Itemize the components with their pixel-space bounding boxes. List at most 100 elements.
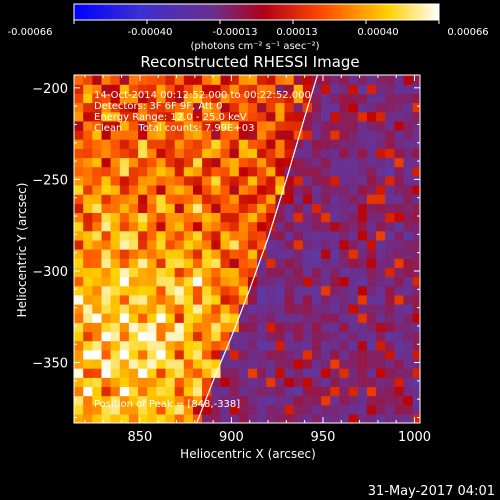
heatmap-cell	[74, 184, 84, 195]
heatmap-cell	[357, 139, 368, 149]
heatmap-cell	[366, 221, 377, 232]
heatmap-cell	[147, 148, 157, 159]
heatmap-cell	[293, 194, 304, 204]
heatmap-cell	[202, 230, 212, 241]
heatmap-cell	[119, 75, 130, 85]
heatmap-cell	[92, 368, 103, 378]
heatmap-cell	[366, 258, 377, 268]
heatmap-cell	[229, 175, 240, 186]
heatmap-cell	[339, 313, 350, 323]
heatmap-cell	[147, 212, 157, 223]
heatmap-cell	[138, 239, 148, 250]
heatmap-cell	[110, 368, 121, 378]
heatmap-cell	[403, 349, 414, 360]
heatmap-cell	[302, 203, 313, 213]
heatmap-cell	[385, 294, 395, 305]
heatmap-cell	[312, 230, 322, 241]
heatmap-cell	[147, 84, 157, 94]
heatmap-cell	[101, 313, 112, 323]
heatmap-cell	[156, 377, 167, 387]
heatmap-cell	[183, 102, 194, 113]
heatmap-cell	[366, 276, 377, 287]
heatmap-cell	[257, 395, 267, 406]
heatmap-cell	[202, 221, 212, 232]
heatmap-cell	[147, 395, 157, 406]
heatmap-cell	[412, 331, 420, 342]
heatmap-cell	[211, 340, 222, 351]
heatmap-cell	[275, 377, 286, 387]
heatmap-cell	[83, 368, 93, 378]
heatmap-cell	[266, 377, 276, 387]
annotation-energy-range: Energy Range: 12.0 - 25.0 keV	[94, 112, 247, 123]
heatmap-cell	[394, 340, 405, 351]
heatmap-cell	[339, 386, 350, 397]
heatmap-cell	[312, 340, 322, 351]
heatmap-cell	[403, 249, 414, 259]
heatmap-cell	[366, 404, 377, 415]
heatmap-cell	[202, 84, 212, 94]
heatmap-cell	[312, 139, 322, 149]
heatmap-cell	[183, 313, 194, 323]
heatmap-cell	[238, 294, 249, 305]
heatmap-cell	[293, 93, 304, 104]
heatmap-cell	[211, 413, 222, 423]
heatmap-cell	[266, 166, 276, 177]
heatmap-cell	[275, 276, 286, 287]
heatmap-cell	[174, 221, 185, 232]
heatmap-cell	[257, 230, 267, 241]
heatmap-cell	[165, 377, 176, 387]
heatmap-cell	[119, 212, 130, 223]
heatmap-cell	[312, 276, 322, 287]
heatmap-cell	[74, 102, 84, 113]
heatmap-cell	[376, 239, 386, 250]
heatmap-cell	[183, 303, 194, 314]
heatmap-cell	[147, 239, 157, 250]
heatmap-cell	[366, 157, 377, 168]
heatmap-cell	[403, 313, 414, 323]
heatmap-cell	[247, 368, 258, 378]
heatmap-cell	[284, 129, 295, 140]
heatmap-cell	[302, 175, 313, 186]
heatmap-cell	[238, 358, 249, 369]
heatmap-cell	[229, 139, 240, 149]
heatmap-cell	[74, 313, 84, 323]
heatmap-cell	[174, 377, 185, 387]
heatmap-cell	[339, 258, 350, 268]
heatmap-cell	[330, 75, 341, 85]
heatmap-cell	[330, 184, 341, 195]
heatmap-cell	[357, 349, 368, 360]
heatmap-cell	[312, 120, 322, 131]
heatmap-cell	[183, 120, 194, 131]
heatmap-cell	[394, 303, 405, 314]
heatmap-cell	[83, 102, 93, 113]
heatmap-cell	[101, 303, 112, 314]
heatmap-cell	[247, 212, 258, 223]
heatmap-cell	[183, 93, 194, 104]
heatmap-cell	[403, 322, 414, 333]
heatmap-cell	[165, 267, 176, 278]
heatmap-cell	[394, 139, 405, 149]
heatmap-cell	[321, 322, 331, 333]
heatmap-cell	[257, 166, 267, 177]
heatmap-cell	[394, 239, 405, 250]
heatmap-cell	[147, 303, 157, 314]
heatmap-cell	[275, 129, 286, 140]
heatmap-cell	[257, 148, 267, 159]
heatmap-cell	[119, 322, 130, 333]
heatmap-cell	[92, 212, 103, 223]
heatmap-cell	[119, 386, 130, 397]
heatmap-cell	[110, 395, 121, 406]
heatmap-cell	[366, 322, 377, 333]
heatmap-cell	[193, 303, 203, 314]
heatmap-cell	[128, 194, 139, 204]
heatmap-cell	[238, 221, 249, 232]
heatmap-cell	[138, 395, 148, 406]
heatmap-cell	[238, 139, 249, 149]
heatmap-cell	[193, 368, 203, 378]
heatmap-cell	[247, 230, 258, 241]
heatmap-cell	[92, 166, 103, 177]
heatmap-cell	[366, 313, 377, 323]
heatmap-cell	[211, 285, 222, 296]
heatmap-cell	[284, 93, 295, 104]
heatmap-cell	[119, 184, 130, 195]
